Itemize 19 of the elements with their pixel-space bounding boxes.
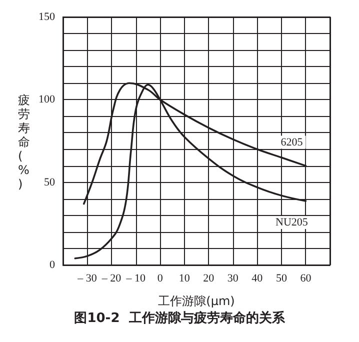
x-tick-label: 60 — [300, 272, 312, 284]
x-tick-label: 20 — [203, 272, 215, 284]
y-tick-label: 50 — [44, 176, 56, 188]
series-label: 6205 — [280, 136, 304, 148]
text: 图10-2 工作游隙与疲劳寿命的关系 — [74, 310, 286, 326]
x-tick-label: 10 — [178, 272, 190, 284]
y-axis-title: 疲劳寿命(%) — [18, 93, 30, 191]
y-tick-label: 150 — [38, 11, 56, 23]
y-tick-label: 0 — [50, 259, 56, 271]
y-tick-label: 100 — [38, 94, 56, 106]
series-label: NU205 — [276, 216, 308, 229]
x-tick-label: – 30 — [76, 272, 98, 284]
x-tick-label: – 10 — [125, 272, 146, 284]
x-tick-label: – 20 — [100, 272, 122, 284]
x-tick-label: 30 — [227, 272, 239, 284]
x-tick-label: 40 — [252, 272, 264, 284]
x-axis-title: 工作游隙(μm) — [158, 294, 235, 308]
x-tick-label: 50 — [276, 272, 288, 284]
x-tick-label: 0 — [157, 272, 164, 284]
